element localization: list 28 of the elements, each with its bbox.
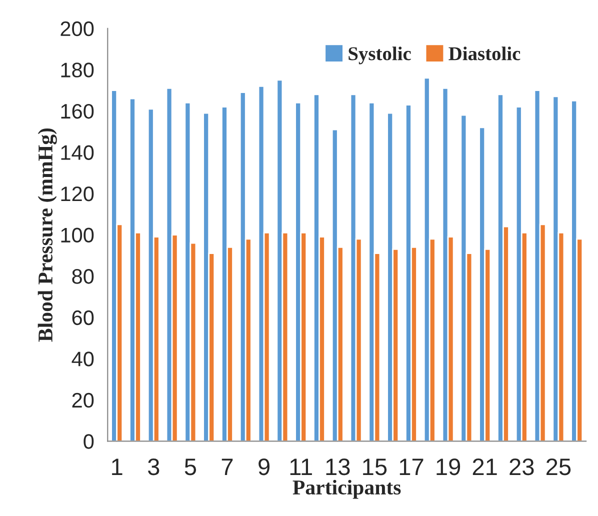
y-tick-label: 180 [61,62,94,78]
y-tick-label: 20 [72,392,94,408]
x-tick-label: 5 [184,458,196,476]
y-tick-label: 140 [61,145,94,160]
x-tick-label: 15 [363,458,387,476]
y-tick-label: 60 [72,310,94,326]
x-tick-label: 1 [112,458,122,475]
y-axis-title: Blood Pressure (mmHg) [38,128,57,342]
x-tick-label: 17 [400,458,424,475]
y-tick-label: 200 [60,21,94,36]
x-tick-label: 21 [472,458,497,475]
x-axis-title: Participants [292,480,401,499]
x-tick-label: 13 [326,458,350,476]
legend-label: Diastolic [448,46,520,60]
x-tick-label: 9 [258,458,270,476]
x-tick-label: 19 [436,458,460,476]
x-tick-label: 11 [290,458,312,475]
y-tick-label: 80 [72,269,94,284]
x-tick-label: 3 [148,458,160,476]
x-tick-label: 7 [222,458,233,475]
y-tick-label: 120 [61,186,94,202]
y-tick-label: 0 [84,434,94,449]
x-tick-label: 25 [546,458,571,476]
y-tick-label: 40 [72,352,94,366]
x-tick-label: 23 [510,458,534,476]
y-tick-label: 160 [61,104,94,119]
y-tick-label: 100 [61,228,94,243]
legend-label: Systolic [348,46,411,64]
